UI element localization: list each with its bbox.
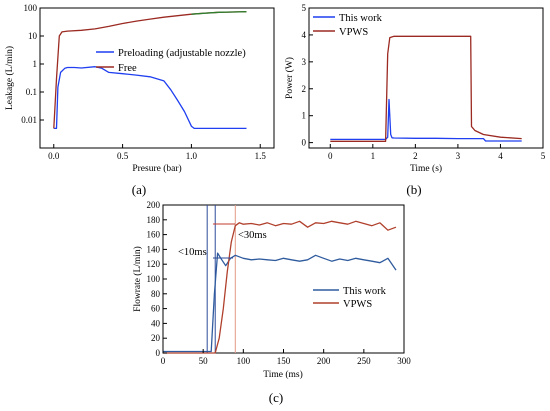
panel-c-x-axis-label: Time (ms) xyxy=(263,369,303,380)
panel-c-y-axis-label: Flowrate (L/min) xyxy=(132,246,143,312)
series-line-preloading-adjustable-nozzle xyxy=(53,66,247,130)
panel-a-legend: Preloading (adjustable nozzle) Free xyxy=(96,48,246,74)
series-line-this-work xyxy=(330,98,522,142)
x-tick-label: 1.0 xyxy=(186,151,198,161)
x-tick-label: 300 xyxy=(397,356,411,366)
series-line-free xyxy=(53,11,247,129)
x-tick-label: 0 xyxy=(161,356,166,366)
panel-b-power-chart: 0 1 2 3 4 5 0 1 2 3 4 5 This work VPWS Time (s) Pow… xyxy=(284,3,546,197)
panel-a-caption: (a) xyxy=(132,182,146,197)
x-tick-label: 0.0 xyxy=(48,151,60,161)
y-tick-label: 80 xyxy=(151,289,161,299)
legend-label-this-work: This work xyxy=(339,13,383,24)
panel-a-frame xyxy=(39,7,275,149)
x-tick-label: 200 xyxy=(317,356,331,366)
y-tick-label: 60 xyxy=(151,304,161,314)
x-tick-label: 0.5 xyxy=(117,151,129,161)
x-tick-label: 4 xyxy=(498,151,503,161)
y-tick-label: 20 xyxy=(151,333,161,343)
y-tick-label: 100 xyxy=(24,3,38,13)
panel-b-legend: This work VPWS xyxy=(313,13,383,38)
y-tick-label: 0.1 xyxy=(26,87,37,97)
annotation-10ms-label: <10ms xyxy=(178,247,207,258)
y-tick-label: 160 xyxy=(147,230,161,240)
y-tick-label: 5 xyxy=(302,3,307,13)
legend-label-vpws: VPWS xyxy=(339,27,368,38)
series-line-unnamed-2 xyxy=(191,11,247,15)
x-tick-label: 5 xyxy=(541,151,546,161)
x-tick-label: 1.5 xyxy=(255,151,267,161)
legend-label-free: Free xyxy=(118,63,137,74)
legend-label-this-work-c: This work xyxy=(343,286,387,297)
x-tick-label: 250 xyxy=(357,356,371,366)
y-tick-label: 0.01 xyxy=(21,115,37,125)
panel-a-leakage-chart: 0.0 0.5 1.0 1.5 0.01 0.1 1 10 100 Preloading (ad… xyxy=(4,3,275,197)
x-tick-label: 150 xyxy=(277,356,291,366)
x-tick-label: 0 xyxy=(328,151,333,161)
x-tick-label: 50 xyxy=(199,356,209,366)
y-tick-label: 1 xyxy=(302,111,307,121)
y-tick-label: 100 xyxy=(147,274,161,284)
y-tick-label: 200 xyxy=(147,200,161,210)
panel-b-y-axis-label: Power (W) xyxy=(284,57,295,99)
y-tick-label: 140 xyxy=(147,244,161,254)
panel-c-legend: This work VPWS xyxy=(313,286,387,310)
y-tick-label: 0 xyxy=(156,348,161,358)
panel-c-annotations: <10ms <30ms xyxy=(178,223,267,259)
y-tick-label: 4 xyxy=(302,30,307,40)
x-tick-label: 1 xyxy=(371,151,376,161)
y-tick-label: 10 xyxy=(28,31,38,41)
series-line-vpws xyxy=(330,35,522,142)
legend-label-vpws-c: VPWS xyxy=(343,299,372,310)
series-line-vpws xyxy=(163,220,397,354)
panel-c-caption: (c) xyxy=(269,390,283,405)
panel-b-x-axis-label: Time (s) xyxy=(410,163,442,174)
y-tick-label: 2 xyxy=(302,84,307,94)
legend-label-preloading: Preloading (adjustable nozzle) xyxy=(118,48,246,59)
panel-a-x-axis-label: Presure (bar) xyxy=(132,163,181,174)
x-tick-label: 3 xyxy=(456,151,461,161)
annotation-30ms-label: <30ms xyxy=(238,230,267,241)
y-tick-label: 1 xyxy=(33,59,38,69)
y-tick-label: 40 xyxy=(151,318,161,328)
y-tick-label: 180 xyxy=(147,215,161,225)
x-tick-label: 2 xyxy=(413,151,418,161)
panel-c-flowrate-chart: 0 50 100 150 200 250 300 0 20 40 60 80 100 120 140 160 1… xyxy=(132,200,411,405)
y-tick-label: 0 xyxy=(302,138,307,148)
panel-a-y-axis-label: Leakage (L/min) xyxy=(4,46,15,110)
series-line-this-work xyxy=(163,252,397,353)
x-tick-label: 100 xyxy=(237,356,251,366)
y-tick-label: 120 xyxy=(147,259,161,269)
panel-b-caption: (b) xyxy=(406,182,421,197)
panel-c-frame xyxy=(162,204,405,354)
y-tick-label: 3 xyxy=(302,57,307,67)
panel-b-frame xyxy=(308,7,544,149)
